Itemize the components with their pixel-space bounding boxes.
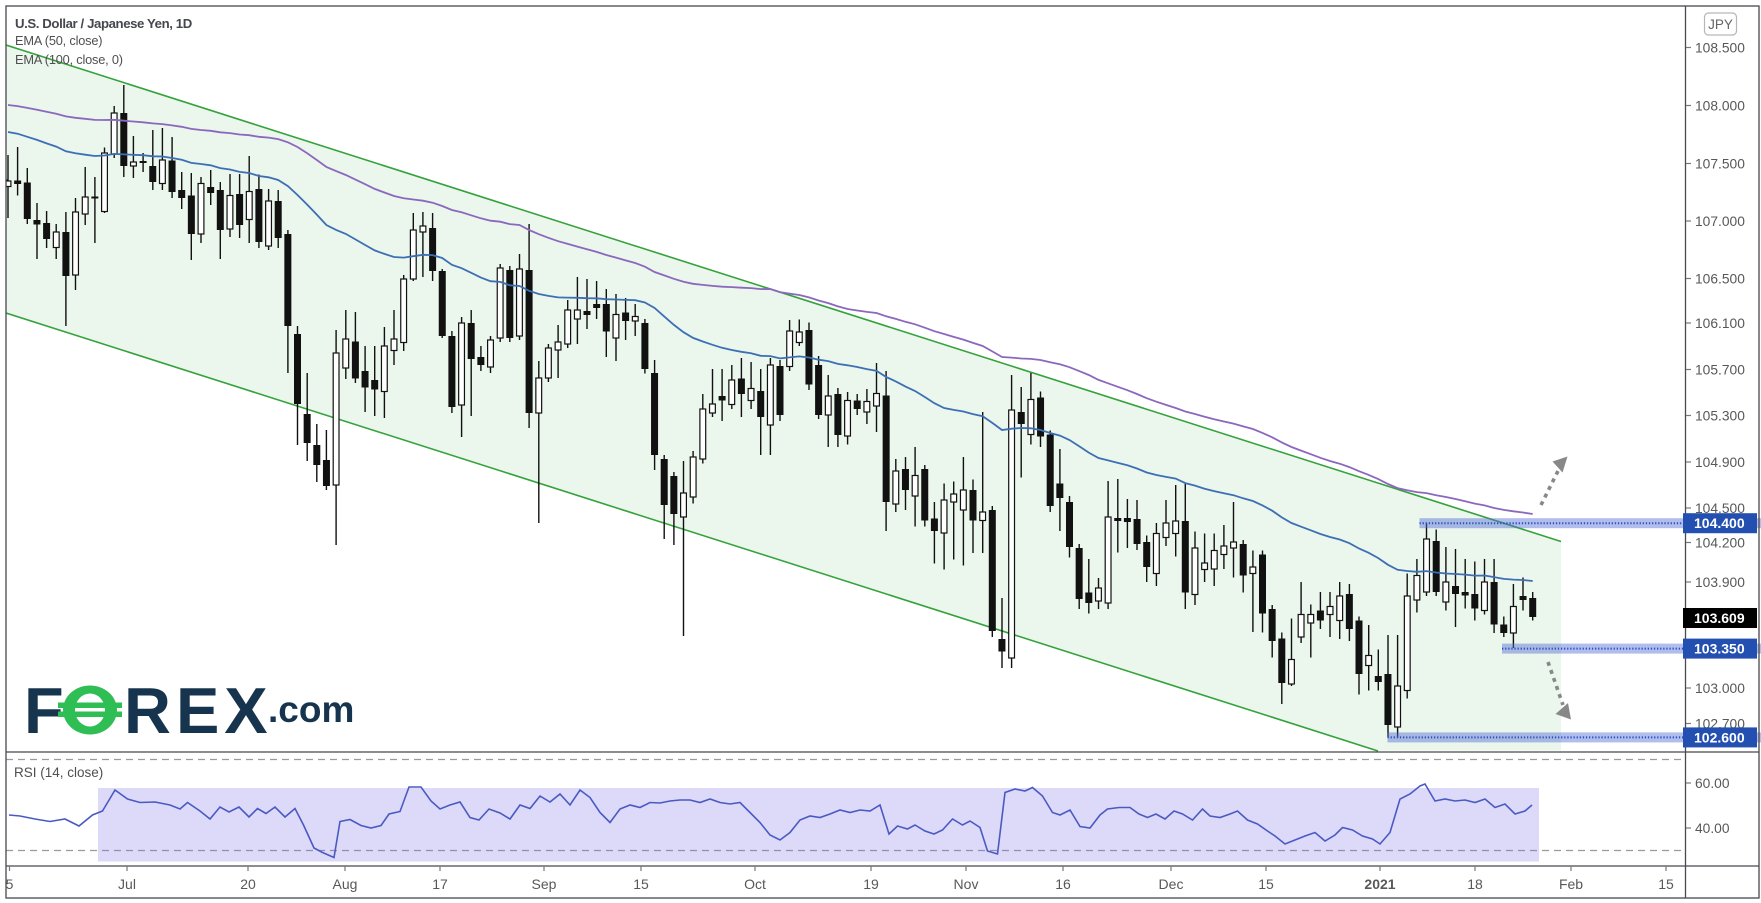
svg-text:19: 19 <box>863 876 879 892</box>
svg-text:103.350: 103.350 <box>1694 641 1745 657</box>
svg-text:REX: REX <box>124 674 273 747</box>
svg-text:5: 5 <box>6 876 14 892</box>
svg-text:104.200: 104.200 <box>1695 536 1745 551</box>
svg-text:EMA (50, close): EMA (50, close) <box>15 33 102 48</box>
svg-text:17: 17 <box>432 876 448 892</box>
svg-text:Nov: Nov <box>954 876 979 892</box>
svg-text:103.900: 103.900 <box>1695 575 1745 590</box>
svg-text:60.00: 60.00 <box>1695 776 1730 791</box>
svg-text:18: 18 <box>1467 876 1483 892</box>
svg-text:104.500: 104.500 <box>1695 501 1745 516</box>
svg-text:107.000: 107.000 <box>1695 214 1745 229</box>
svg-text:103.000: 103.000 <box>1695 681 1745 696</box>
svg-text:108.500: 108.500 <box>1695 41 1745 56</box>
svg-text:107.500: 107.500 <box>1695 157 1745 172</box>
svg-text:RSI (14, close): RSI (14, close) <box>14 765 103 780</box>
svg-text:Sep: Sep <box>532 876 557 892</box>
svg-text:104.900: 104.900 <box>1695 455 1745 470</box>
svg-text:Jul: Jul <box>118 876 136 892</box>
svg-text:15: 15 <box>633 876 649 892</box>
svg-text:20: 20 <box>240 876 256 892</box>
svg-text:F: F <box>24 674 64 747</box>
svg-text:Aug: Aug <box>333 876 358 892</box>
svg-text:40.00: 40.00 <box>1695 821 1730 836</box>
svg-text:102.600: 102.600 <box>1694 729 1745 745</box>
svg-text:U.S. Dollar / Japanese Yen, 1D: U.S. Dollar / Japanese Yen, 1D <box>15 16 192 31</box>
svg-text:Dec: Dec <box>1159 876 1184 892</box>
svg-text:.com: .com <box>268 689 354 730</box>
svg-text:108.000: 108.000 <box>1695 99 1745 114</box>
svg-text:105.300: 105.300 <box>1695 409 1745 424</box>
svg-text:106.500: 106.500 <box>1695 272 1745 287</box>
svg-text:15: 15 <box>1658 876 1674 892</box>
svg-text:EMA (100, close, 0): EMA (100, close, 0) <box>15 52 123 67</box>
svg-text:103.609: 103.609 <box>1694 610 1745 626</box>
svg-text:JPY: JPY <box>1708 17 1733 32</box>
svg-text:16: 16 <box>1055 876 1071 892</box>
svg-text:15: 15 <box>1258 876 1274 892</box>
svg-text:Feb: Feb <box>1559 876 1583 892</box>
svg-text:Oct: Oct <box>744 876 766 892</box>
svg-text:106.100: 106.100 <box>1695 316 1745 331</box>
svg-text:2021: 2021 <box>1364 876 1395 892</box>
svg-text:104.400: 104.400 <box>1694 515 1745 531</box>
svg-text:105.700: 105.700 <box>1695 363 1745 378</box>
